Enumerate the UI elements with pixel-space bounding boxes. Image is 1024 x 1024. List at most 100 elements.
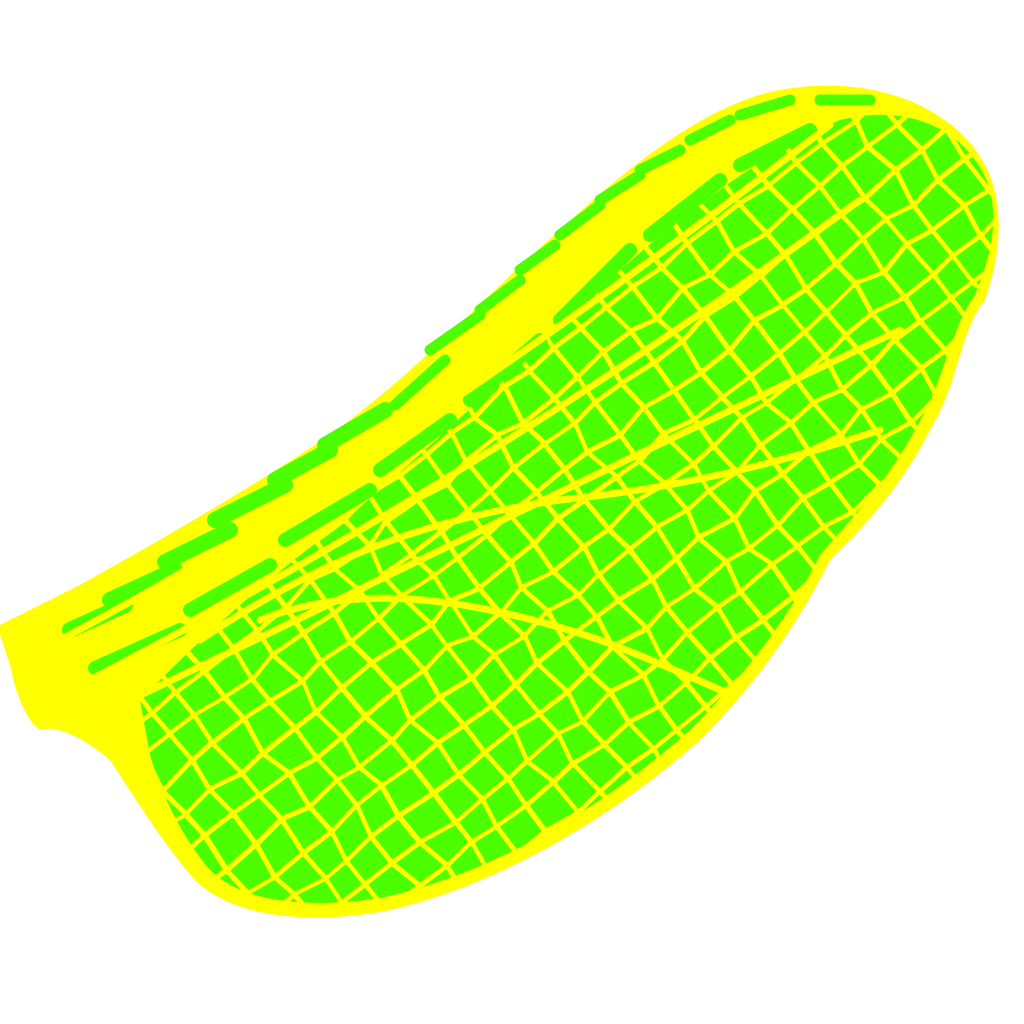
wing-cell bbox=[865, 396, 908, 436]
wing-cell bbox=[834, 467, 877, 509]
wing-cell bbox=[925, 132, 961, 176]
wing-cell bbox=[179, 675, 221, 712]
costal-cell bbox=[317, 402, 393, 453]
wing-cell bbox=[717, 422, 757, 468]
wing-cell bbox=[737, 495, 775, 545]
wing-cell bbox=[705, 354, 747, 394]
wing-cell bbox=[403, 797, 452, 839]
wing-cell bbox=[437, 778, 479, 819]
wing-cell bbox=[548, 426, 585, 466]
wing-cell bbox=[541, 644, 585, 689]
wing-cell bbox=[467, 709, 510, 749]
wing-cell bbox=[508, 374, 551, 419]
wing-cell bbox=[806, 486, 849, 524]
wing-cell bbox=[497, 639, 534, 681]
wing-cell bbox=[396, 845, 443, 883]
wing-cell bbox=[245, 756, 285, 792]
wing-cell bbox=[846, 369, 889, 406]
longitudinal-vein bbox=[196, 426, 884, 644]
wing-cell bbox=[598, 387, 640, 431]
wing-cell bbox=[557, 767, 597, 809]
wing-cell bbox=[770, 383, 810, 420]
wing-cell bbox=[459, 803, 494, 839]
wing-cell bbox=[636, 271, 680, 315]
wing-cell bbox=[859, 275, 901, 310]
wing-cell bbox=[363, 744, 408, 783]
wing-cell bbox=[967, 193, 994, 232]
wing-cell bbox=[345, 888, 382, 903]
wing-cell bbox=[935, 209, 977, 253]
wing-cell bbox=[147, 737, 189, 787]
wing-cell bbox=[427, 650, 468, 694]
wing-cell bbox=[354, 622, 397, 660]
wing-cell bbox=[526, 574, 575, 608]
wing-cell bbox=[800, 147, 839, 183]
wing-cell bbox=[840, 242, 880, 281]
wing-cell bbox=[845, 150, 892, 195]
wing-cell bbox=[527, 402, 571, 441]
wing-cell bbox=[872, 128, 918, 167]
wing-cell bbox=[887, 248, 930, 294]
wing-cell bbox=[533, 352, 574, 395]
wing-cell bbox=[320, 741, 357, 777]
wing-cell bbox=[307, 617, 347, 658]
wing-cell bbox=[646, 662, 683, 703]
longitudinal-vein bbox=[56, 121, 834, 644]
wing-cell bbox=[561, 724, 601, 761]
costal-cell bbox=[102, 562, 183, 608]
wing-cell bbox=[437, 561, 476, 598]
subcostal-cell bbox=[553, 243, 637, 327]
wing-cell bbox=[488, 733, 525, 775]
wing-cell bbox=[781, 502, 821, 543]
wing-cell bbox=[720, 207, 763, 249]
wing-cell bbox=[441, 728, 481, 771]
wing-cell bbox=[587, 532, 626, 571]
wing-cell bbox=[562, 503, 605, 544]
wing-cell bbox=[517, 447, 561, 489]
wing-cell bbox=[259, 823, 300, 873]
costal-cells bbox=[62, 94, 876, 675]
wing-cell bbox=[942, 162, 986, 203]
wing-cell bbox=[216, 722, 260, 770]
wing-cell bbox=[908, 278, 948, 318]
wing-cell bbox=[424, 825, 468, 863]
wing-cell bbox=[658, 345, 698, 387]
costal-cell bbox=[554, 199, 606, 241]
wing-cell bbox=[195, 746, 238, 786]
wing-cell bbox=[430, 437, 463, 480]
wing-cell bbox=[307, 835, 344, 875]
wing-cell bbox=[753, 528, 794, 562]
wing-cell bbox=[866, 222, 904, 268]
wing-cell bbox=[369, 694, 408, 737]
wing-cell bbox=[345, 720, 388, 764]
wing-cell bbox=[632, 709, 673, 746]
wing-cell bbox=[485, 782, 523, 823]
wing-cell bbox=[305, 665, 339, 708]
wing-cell bbox=[655, 562, 692, 604]
wing-cell bbox=[298, 881, 339, 903]
wing-cell bbox=[647, 393, 691, 431]
wing-cell bbox=[482, 566, 519, 610]
wing-cell bbox=[405, 628, 444, 667]
wing-cell bbox=[319, 691, 362, 734]
wing-cell bbox=[444, 681, 488, 722]
costal-cell bbox=[424, 309, 486, 356]
wing-cell bbox=[859, 114, 894, 143]
wing-cell bbox=[372, 525, 408, 572]
wing-cell bbox=[600, 603, 643, 643]
wing-cell bbox=[267, 732, 313, 771]
wing-cell bbox=[490, 517, 531, 559]
wing-cell bbox=[743, 189, 789, 230]
subcostal-cell bbox=[373, 413, 457, 477]
wing-cell bbox=[495, 688, 536, 727]
wing-cell bbox=[255, 658, 299, 698]
wing-cell bbox=[247, 704, 291, 750]
wing-cell bbox=[745, 405, 787, 442]
wing-cell bbox=[475, 658, 513, 702]
wing-cell bbox=[889, 208, 929, 241]
main-veins bbox=[56, 121, 904, 724]
wing-cell bbox=[586, 696, 626, 741]
subcostal-cell bbox=[183, 558, 277, 617]
